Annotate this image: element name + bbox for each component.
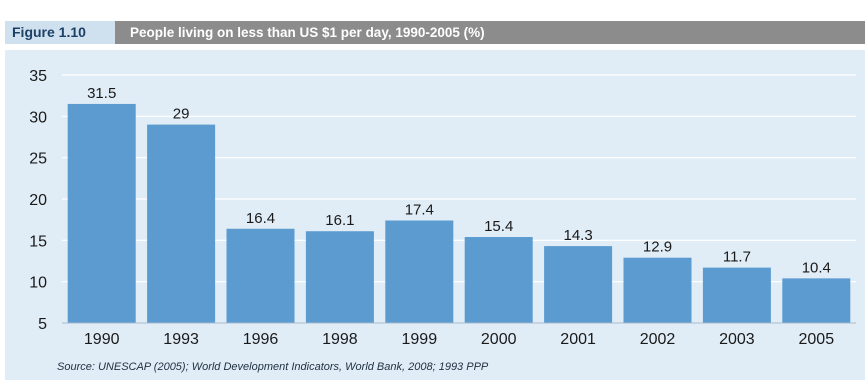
data-label-2002: 12.9: [643, 239, 672, 256]
data-label-2001: 14.3: [563, 227, 592, 244]
data-label-2005: 10.4: [802, 259, 831, 276]
figure-title: People living on less than US $1 per day…: [130, 25, 485, 40]
bar-1999: [385, 220, 454, 323]
x-tick-label-2002: 2002: [640, 331, 676, 348]
x-tick-label-2001: 2001: [560, 331, 596, 348]
x-tick-label-2000: 2000: [481, 331, 517, 348]
source-note: Source: UNESCAP (2005); World Developmen…: [57, 361, 489, 373]
y-tick-label-10: 10: [29, 275, 47, 292]
y-axis: 5 10 15 20 25 30 35: [29, 68, 47, 333]
bar-2005: [782, 278, 851, 323]
data-label-1999: 17.4: [405, 201, 434, 218]
bar-1990: [67, 103, 136, 323]
bar-2001: [544, 246, 613, 323]
x-tick-label-1999: 1999: [402, 331, 438, 348]
x-tick-label-1996: 1996: [243, 331, 279, 348]
data-label-2000: 15.4: [484, 218, 513, 235]
y-tick-label-35: 35: [29, 68, 47, 85]
y-tick-label-5: 5: [38, 316, 47, 333]
x-tick-label-2003: 2003: [719, 331, 755, 348]
bars: [67, 103, 851, 323]
data-label-1990: 31.5: [87, 85, 116, 102]
x-tick-label-2005: 2005: [799, 331, 835, 348]
y-tick-label-20: 20: [29, 192, 47, 209]
y-tick-label-15: 15: [29, 233, 47, 250]
y-tick-label-30: 30: [29, 109, 47, 126]
data-label-1998: 16.1: [325, 212, 354, 229]
x-tick-label-1993: 1993: [163, 331, 199, 348]
bar-1993: [147, 124, 216, 323]
x-axis: 1990 1993 1996 1998 1999 2000 2001 2002 2003 2005: [62, 322, 856, 348]
bar-2002: [623, 257, 692, 323]
figure-header-bar: [5, 21, 865, 44]
bar-2000: [464, 237, 533, 323]
bar-1996: [226, 228, 295, 323]
data-label-1996: 16.4: [246, 210, 275, 227]
bar-2003: [702, 267, 771, 323]
x-tick-label-1990: 1990: [84, 331, 120, 348]
x-tick-label-1998: 1998: [322, 331, 358, 348]
y-tick-label-25: 25: [29, 151, 47, 168]
bar-1998: [305, 231, 374, 323]
data-label-1993: 29: [173, 106, 190, 123]
data-label-2003: 11.7: [723, 249, 751, 266]
figure-number: Figure 1.10: [5, 21, 115, 44]
data-labels: 31.5 29 16.4 16.1 17.4 15.4 14.3 12.9 11.7 10.4: [87, 85, 831, 276]
